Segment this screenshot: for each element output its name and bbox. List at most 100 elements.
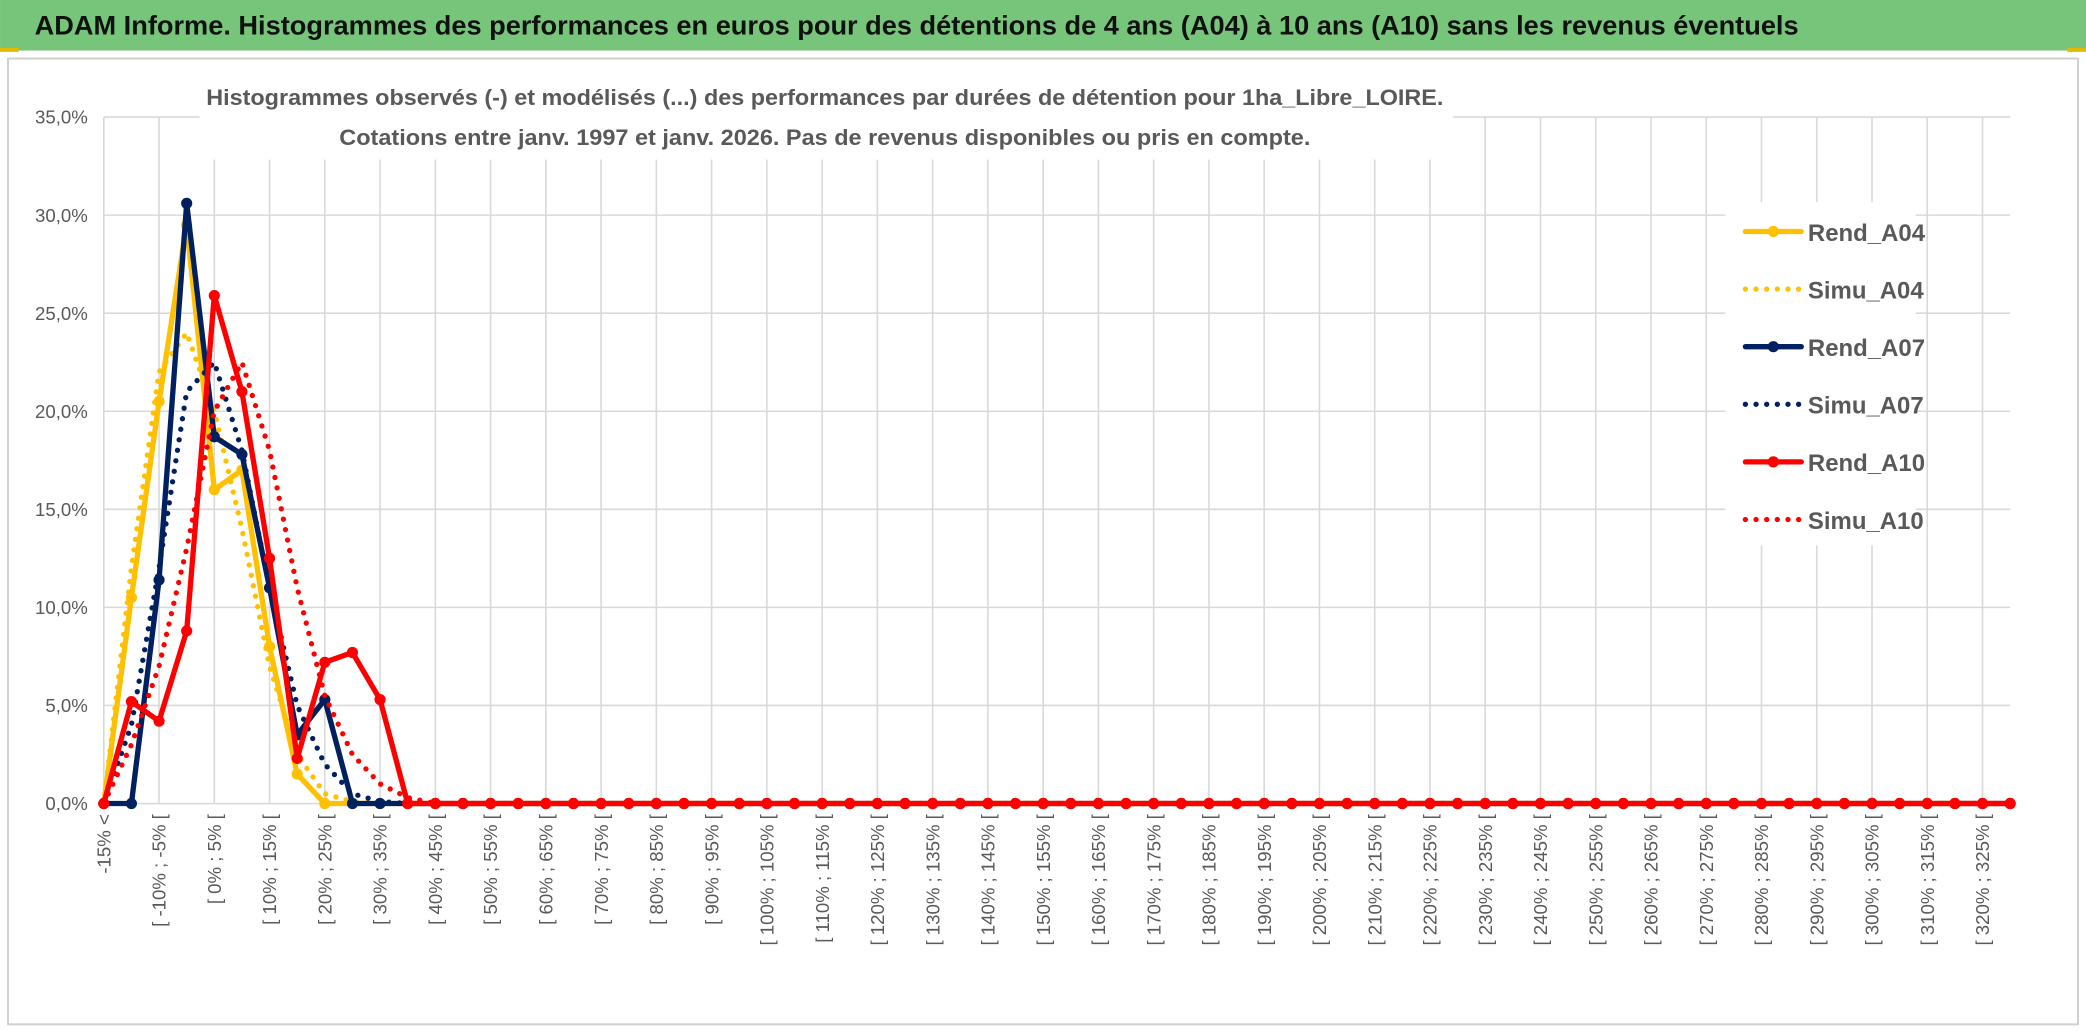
point xyxy=(1645,797,1657,810)
point xyxy=(1534,797,1547,810)
x-tick-label: [ -10% ; -5% [ xyxy=(149,813,170,927)
x-tick-label: [ 130% ; 135% [ xyxy=(922,813,943,945)
legend-marker xyxy=(1767,456,1779,468)
point xyxy=(346,797,359,810)
point xyxy=(1037,797,1049,810)
x-tick-label: [ 100% ; 105% [ xyxy=(757,813,778,945)
point xyxy=(1811,797,1823,810)
point xyxy=(236,448,248,460)
x-tick-label: [ 220% ; 225% [ xyxy=(1420,813,1441,945)
point xyxy=(319,656,331,668)
x-tick-label: [ 170% ; 175% [ xyxy=(1143,813,1164,945)
point xyxy=(402,797,414,810)
point xyxy=(1175,797,1187,810)
page-title: ADAM Informe. Histogrammes des performan… xyxy=(35,11,1799,41)
y-tick-label: 0,0% xyxy=(45,793,87,814)
x-tick-label: [ 160% ; 165% [ xyxy=(1088,813,1109,945)
point xyxy=(181,625,193,637)
x-tick-label: [ 0% ; 5% [ xyxy=(204,813,225,904)
point xyxy=(1258,797,1270,810)
x-tick-label: [ 60% ; 65% [ xyxy=(535,813,556,925)
point xyxy=(567,797,580,810)
x-tick-label: [ 70% ; 75% [ xyxy=(591,813,612,925)
legend-label: Rend_A07 xyxy=(1808,335,1925,362)
y-tick-label: 15,0% xyxy=(35,499,88,520)
x-tick-label: [ 280% ; 285% [ xyxy=(1751,813,1772,945)
x-tick-label: [ 320% ; 325% [ xyxy=(1972,813,1993,945)
x-tick-label: [ 40% ; 45% [ xyxy=(425,813,446,925)
x-tick-label: [ 210% ; 215% [ xyxy=(1364,813,1385,945)
point xyxy=(1120,797,1132,810)
legend-marker xyxy=(1767,225,1779,238)
y-tick-label: 30,0% xyxy=(35,205,88,226)
x-tick-label: [ 30% ; 35% [ xyxy=(370,813,391,925)
point xyxy=(125,797,138,810)
point xyxy=(319,693,331,706)
x-tick-label: [ 10% ; 15% [ xyxy=(259,813,280,925)
point xyxy=(208,484,220,496)
x-tick-label: [ 310% ; 315% [ xyxy=(1917,813,1938,945)
y-tick-label: 35,0% xyxy=(35,107,88,128)
x-tick-label: [ 200% ; 205% [ xyxy=(1309,813,1330,945)
x-tick-label: [ 50% ; 55% [ xyxy=(480,813,501,925)
title-box xyxy=(199,77,1453,160)
point xyxy=(706,797,718,810)
point xyxy=(181,197,193,209)
point xyxy=(1921,797,1933,810)
point xyxy=(1866,797,1878,810)
x-tick-label: [ 240% ; 245% [ xyxy=(1530,813,1551,945)
point xyxy=(761,797,773,810)
point xyxy=(623,797,635,810)
point xyxy=(1590,797,1602,810)
legend-box xyxy=(1725,202,1916,546)
legend-label: Simu_A07 xyxy=(1808,393,1924,420)
legend-label: Simu_A10 xyxy=(1808,508,1924,535)
point xyxy=(1728,797,1740,810)
point xyxy=(650,797,662,810)
x-tick-label: [ 90% ; 95% [ xyxy=(701,813,722,925)
point xyxy=(263,552,276,564)
x-tick-label: [ 270% ; 275% [ xyxy=(1696,813,1717,945)
point xyxy=(2004,797,2016,810)
point xyxy=(153,715,165,727)
y-tick-label: 5,0% xyxy=(45,695,87,716)
legend-label: Rend_A04 xyxy=(1808,220,1926,247)
legend-label: Simu_A04 xyxy=(1808,277,1924,304)
x-tick-label: [ 180% ; 185% [ xyxy=(1199,813,1220,945)
chart-subtitle: Cotations entre janv. 1997 et janv. 2026… xyxy=(339,125,1310,150)
point xyxy=(1313,797,1326,810)
x-tick-label: [ 290% ; 295% [ xyxy=(1806,813,1827,945)
y-tick-label: 20,0% xyxy=(35,401,88,422)
point xyxy=(208,289,220,302)
x-tick-label: [ 20% ; 25% [ xyxy=(314,813,335,925)
header-bar xyxy=(0,0,2086,51)
legend-label: Rend_A10 xyxy=(1808,450,1925,477)
point xyxy=(1507,797,1519,810)
x-tick-label: [ 300% ; 305% [ xyxy=(1862,813,1883,945)
chart-title: Histogrammes observés (-) et modélisés (… xyxy=(206,85,1443,110)
point xyxy=(1673,797,1685,810)
point xyxy=(429,797,441,810)
point xyxy=(1949,797,1961,810)
point xyxy=(208,431,220,443)
x-tick-label: [ 250% ; 255% [ xyxy=(1585,813,1606,945)
point xyxy=(1396,797,1408,810)
x-tick-label: [ 150% ; 155% [ xyxy=(1033,813,1054,945)
chart-frame xyxy=(7,57,2079,1026)
corner xyxy=(0,47,19,52)
point xyxy=(844,797,856,810)
x-tick-label: [ 190% ; 195% [ xyxy=(1254,813,1275,945)
point xyxy=(125,695,138,708)
x-tick-label: [ 140% ; 145% [ xyxy=(978,813,999,945)
point xyxy=(291,752,303,764)
point xyxy=(291,768,303,780)
x-tick-label: -15% < xyxy=(93,814,114,873)
point xyxy=(485,797,497,810)
point xyxy=(236,386,248,398)
corner xyxy=(2067,47,2086,52)
x-tick-label: [ 120% ; 125% [ xyxy=(867,813,888,945)
point xyxy=(899,797,911,810)
point xyxy=(374,693,386,706)
point xyxy=(319,797,331,810)
